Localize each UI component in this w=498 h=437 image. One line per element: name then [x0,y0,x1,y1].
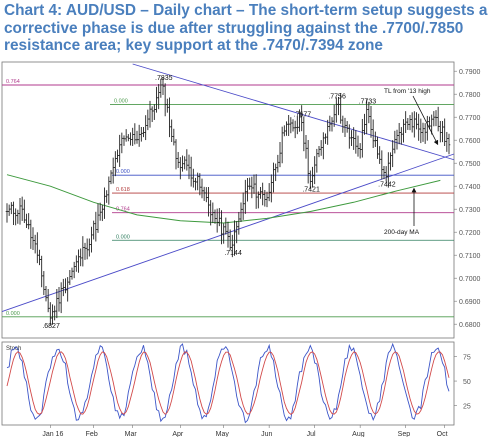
level-label: 0.764 [6,79,20,85]
price-annotation: .7677 [294,111,312,118]
stoch-y-tick-label: 75 [463,355,471,362]
x-tick-label: Mar [125,431,138,437]
price-annotation: .7144 [224,250,242,257]
y-tick-label: 0.7500 [459,161,481,168]
y-tick-label: 0.7100 [459,253,481,260]
x-tick-label: Sep [398,431,411,437]
y-tick-label: 0.7200 [459,230,481,237]
price-plot-frame [1,61,455,339]
price-annotation: .7733 [359,99,377,106]
level-label: 0.000 [114,99,128,105]
price-annotation: .6827 [42,323,60,330]
x-tick-label: Jul [307,431,316,437]
y-tick-label: 0.7300 [459,207,481,214]
x-tick-label: Aug [352,431,365,437]
x-tick-label: Feb [86,431,98,437]
stoch-plot-frame [1,341,455,426]
y-tick-label: 0.7000 [459,276,481,283]
y-tick-label: 0.6800 [459,322,481,329]
moving-average-200-line [6,174,441,224]
price-annotation: .7835 [155,75,173,82]
level-label: 0.764 [116,207,130,213]
y-tick-label: 0.6900 [459,299,481,306]
y-tick-label: 0.7700 [459,115,481,122]
stoch-y-tick-label: 25 [463,403,471,410]
moving-average-annotation: 200-day MA [384,229,420,236]
y-tick-label: 0.7900 [459,69,481,76]
price-annotation: .7442 [378,182,396,189]
price-annotation: .7756 [328,93,346,100]
chart-title: Chart 4: AUD/USD – Daily chart – The sho… [4,2,488,54]
level-label: 0.618 [116,187,130,193]
trendline-annotation: TL from '13 high [384,88,431,95]
x-tick-label: Jan 16 [42,431,63,437]
y-tick-label: 0.7600 [459,138,481,145]
price-annotation: .7421 [302,186,320,193]
trendline-from-2013-high [132,63,455,161]
main-price-panel: 0.7900 0.7800 0.7700 0.7600 0.7500 0.7400 0.73… [1,61,481,339]
x-tick-label: Jun [261,431,272,437]
x-tick-label: May [216,431,230,437]
stoch-y-tick-label: 50 [463,379,471,386]
x-tick-label: Oct [437,431,448,437]
y-tick-label: 0.7800 [459,92,481,99]
level-label: 0.000 [116,169,130,175]
trendline-annotation-arrow [412,95,439,146]
x-tick-label: Apr [172,431,184,437]
y-tick-label: 0.7400 [459,184,481,191]
stoch-d-line [6,351,450,415]
level-label: 0.000 [6,311,20,317]
level-label: 0.000 [116,234,130,240]
